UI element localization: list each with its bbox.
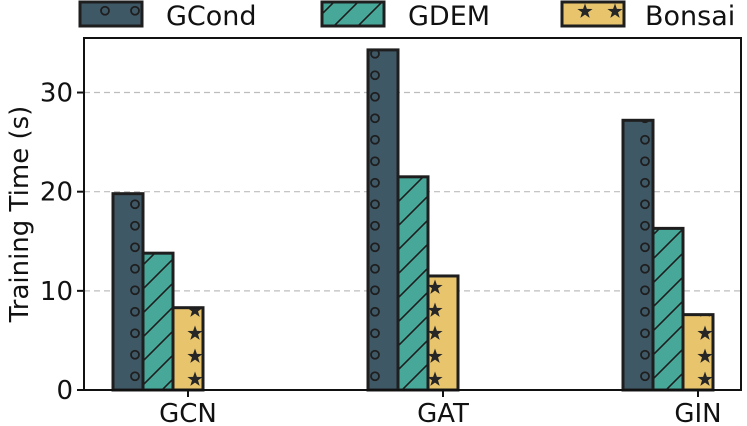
bar-bonsai-gin (681, 313, 715, 392)
legend-swatch-gdem (320, 0, 386, 28)
bar-bonsai-gat (426, 274, 460, 392)
legend-swatch-gcond (78, 0, 144, 28)
legend-label: Bonsai (645, 1, 735, 32)
bar-gcond-gin (621, 118, 655, 392)
legend-item-gcond: GCond (78, 0, 257, 32)
legend: GCond GDEM Bonsai (78, 0, 735, 32)
y-tick-label: 10 (40, 277, 73, 307)
x-tick-label: GAT (417, 399, 469, 426)
bar-gdem-gin (651, 226, 685, 392)
legend-label: GDEM (408, 1, 490, 32)
legend-swatch-bonsai (560, 0, 626, 28)
legend-label: GCond (166, 1, 257, 32)
y-tick-label: 30 (40, 79, 73, 109)
x-tick-label: GCN (159, 399, 217, 426)
bar-bonsai-gcn (171, 306, 205, 392)
y-axis-label: Training Time (s) (5, 106, 35, 324)
bars (111, 48, 715, 392)
plot-frame (83, 37, 742, 391)
bar-gdem-gcn (141, 251, 175, 392)
bar-gcond-gcn (111, 192, 145, 392)
x-tick-label: GIN (674, 399, 721, 426)
y-tick-label: 0 (56, 376, 73, 406)
y-axis: 0 10 20 30 (40, 79, 84, 406)
y-tick-label: 20 (40, 178, 73, 208)
legend-item-gdem: GDEM (320, 0, 490, 32)
bar-gcond-gat (366, 48, 400, 392)
legend-item-bonsai: Bonsai (560, 0, 735, 32)
x-axis: GCN GAT GIN (159, 390, 722, 426)
bar-gdem-gat (396, 175, 430, 392)
